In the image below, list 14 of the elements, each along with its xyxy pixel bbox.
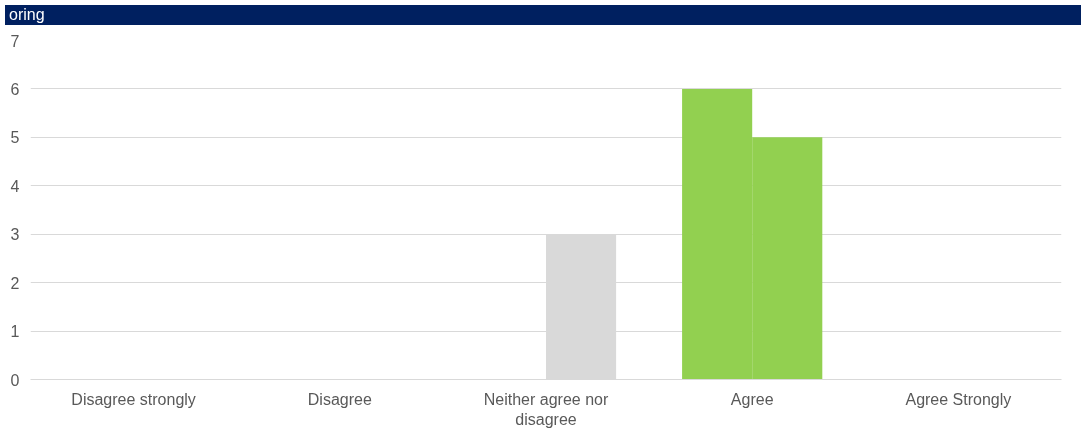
y-tick-label: 6 (10, 80, 20, 98)
x-tick-label: Agree (730, 390, 774, 408)
y-tick-label: 7 (10, 32, 20, 50)
x-tick-label: Disagree strongly (71, 390, 196, 408)
y-tick-label: 0 (10, 371, 20, 389)
y-tick-label: 2 (10, 274, 20, 292)
y-tick-label: 1 (10, 323, 20, 341)
y-tick-label: 3 (10, 226, 20, 244)
y-tick-label: 5 (10, 129, 20, 147)
x-tick-label: Disagree (307, 390, 372, 408)
x-tick-label: Neither agree nor disagree (483, 390, 609, 428)
y-tick-label: 4 (10, 177, 20, 195)
x-tick-label: Agree Strongly (905, 390, 1012, 408)
chart-title: oring (9, 5, 45, 25)
